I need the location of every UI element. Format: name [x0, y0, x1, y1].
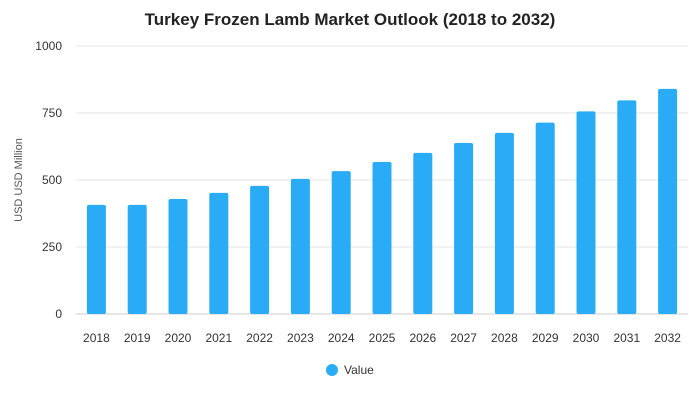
- bar-2024[interactable]: [332, 171, 351, 314]
- bars: [87, 89, 677, 314]
- y-tick-label: 0: [55, 307, 62, 321]
- x-tick-label: 2025: [369, 331, 396, 345]
- x-tick-label: 2030: [573, 331, 600, 345]
- bar-2021[interactable]: [209, 193, 228, 314]
- x-tick-label: 2020: [165, 331, 192, 345]
- x-tick-label: 2029: [532, 331, 559, 345]
- x-tick-label: 2021: [205, 331, 232, 345]
- y-tick-label: 500: [42, 173, 62, 187]
- bar-2030[interactable]: [577, 111, 596, 314]
- x-tick-label: 2032: [654, 331, 681, 345]
- x-tick-label: 2023: [287, 331, 314, 345]
- bar-2025[interactable]: [373, 162, 392, 314]
- y-tick-label: 1000: [35, 39, 62, 53]
- x-tick-label: 2028: [491, 331, 518, 345]
- legend-swatch-value: [326, 364, 338, 376]
- x-axis-ticks: 2018 2019 2020 2021 2022 2023 2024 2025 2026 2027…: [83, 331, 681, 345]
- bar-2027[interactable]: [454, 143, 473, 314]
- x-tick-label: 2031: [613, 331, 640, 345]
- y-axis-ticks: 0 250 500 750 1000: [35, 39, 62, 321]
- legend-label-value: Value: [344, 363, 374, 377]
- x-tick-label: 2027: [450, 331, 477, 345]
- bar-2018[interactable]: [87, 205, 106, 314]
- bar-2020[interactable]: [169, 199, 188, 314]
- y-tick-label: 250: [42, 240, 62, 254]
- y-axis-label: USD USD Million: [13, 138, 25, 222]
- chart-title: Turkey Frozen Lamb Market Outlook (2018 …: [145, 10, 556, 29]
- bar-2029[interactable]: [536, 123, 555, 314]
- bar-2022[interactable]: [250, 186, 269, 314]
- bar-2023[interactable]: [291, 179, 310, 314]
- bar-2031[interactable]: [617, 100, 636, 314]
- bar-2026[interactable]: [413, 153, 432, 314]
- x-tick-label: 2019: [124, 331, 151, 345]
- x-tick-label: 2022: [246, 331, 273, 345]
- y-tick-label: 750: [42, 106, 62, 120]
- x-tick-label: 2024: [328, 331, 355, 345]
- bar-2019[interactable]: [128, 205, 147, 314]
- x-tick-label: 2018: [83, 331, 110, 345]
- bar-2032[interactable]: [658, 89, 677, 314]
- bar-2028[interactable]: [495, 133, 514, 314]
- x-tick-label: 2026: [409, 331, 436, 345]
- legend[interactable]: Value: [326, 363, 374, 377]
